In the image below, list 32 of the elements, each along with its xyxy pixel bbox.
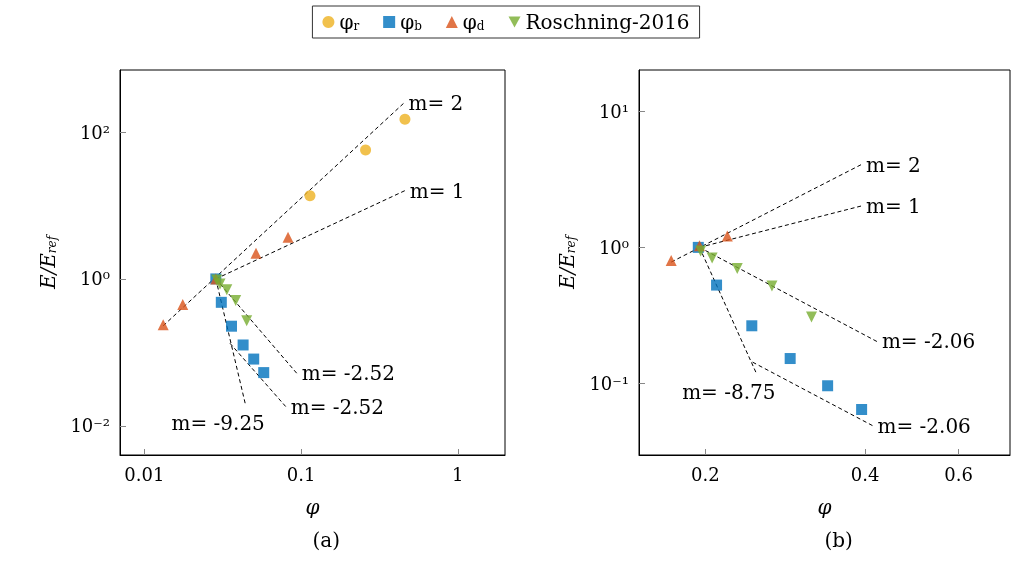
series-label: m= 1: [866, 194, 921, 219]
x-tick-label: 0.1: [286, 463, 316, 485]
x-axis-title: φ: [817, 495, 832, 519]
y-tick-label: 10⁰: [79, 268, 110, 290]
series-label: m= 2: [408, 91, 464, 116]
y-tick-label: 10²: [79, 121, 110, 143]
x-tick-label: 0.01: [124, 463, 165, 485]
series-label: m= -9.25: [171, 411, 265, 436]
legend-label: φr: [339, 10, 360, 34]
legend-label: φb: [400, 10, 423, 34]
series-label: m= 1: [409, 178, 465, 203]
x-tick-label: 0.2: [690, 463, 720, 485]
y-axis-title: E/Eref: [36, 233, 60, 291]
x-axis-title: φ: [305, 495, 320, 519]
x-tick-label: 1: [452, 463, 464, 485]
y-tick-label: 10⁻¹: [589, 373, 629, 395]
series-label: m= -2.06: [881, 329, 976, 354]
series-label: m= -2.52: [290, 394, 385, 419]
y-axis-title: E/Eref: [555, 233, 579, 291]
series-label: m= -8.75: [682, 380, 776, 405]
y-tick-label: 10⁻²: [70, 415, 110, 437]
series-label: m= -2.52: [301, 361, 396, 386]
text: (b): [824, 528, 853, 552]
series-label: m= -2.06: [877, 413, 971, 438]
text: (a): [312, 528, 341, 552]
legend-label: Roschning-2016: [525, 10, 690, 34]
y-tick-label: 10⁰: [598, 236, 629, 258]
y-tick-label: 10¹: [598, 100, 629, 122]
x-tick-label: 0.6: [944, 463, 973, 485]
x-tick-label: 0.4: [850, 463, 880, 485]
series-label: m= 2: [866, 152, 921, 177]
legend-label: φd: [462, 10, 485, 34]
